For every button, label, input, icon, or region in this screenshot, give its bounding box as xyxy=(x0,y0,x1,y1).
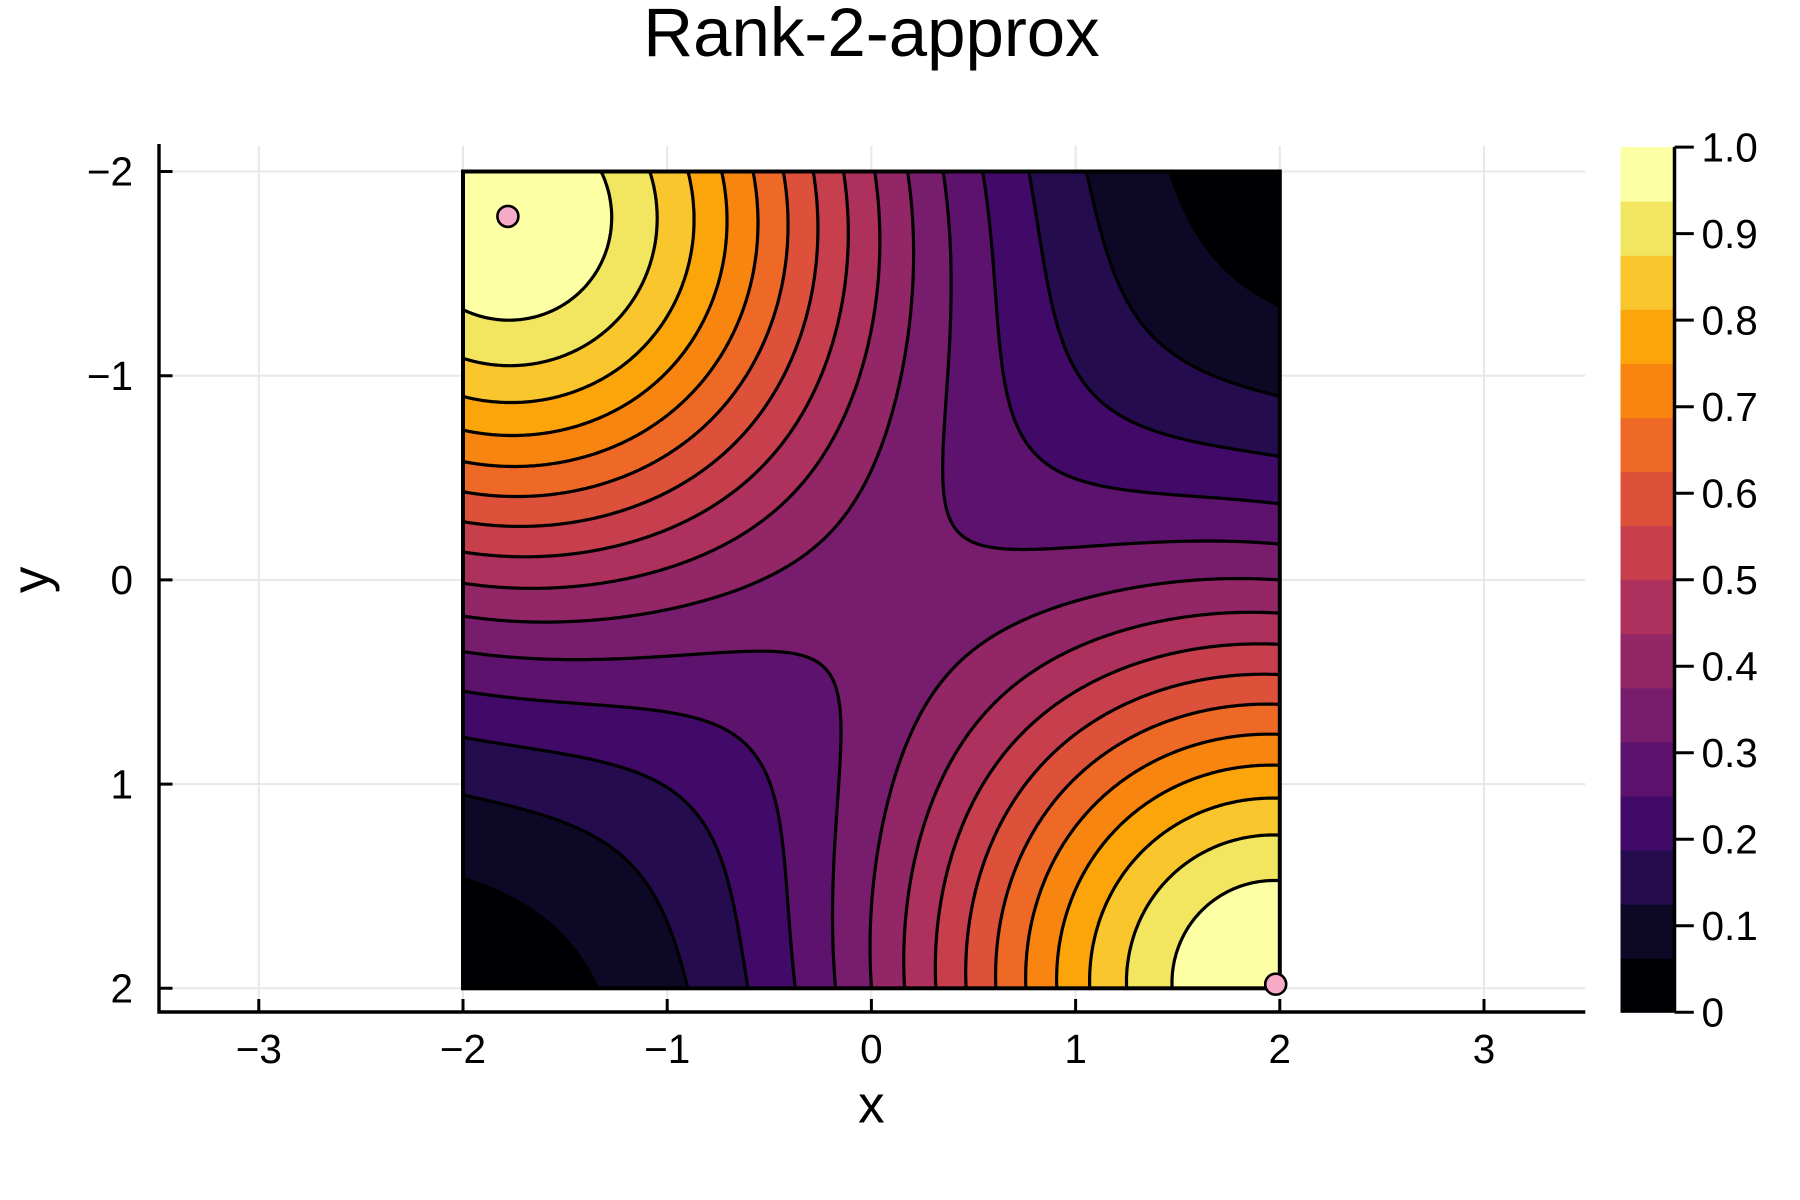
svg-text:1: 1 xyxy=(1064,1026,1087,1072)
svg-text:3: 3 xyxy=(1473,1026,1496,1072)
svg-text:x: x xyxy=(858,1076,885,1135)
svg-text:−1: −1 xyxy=(87,353,133,399)
svg-text:0.5: 0.5 xyxy=(1702,557,1758,603)
svg-text:−3: −3 xyxy=(236,1026,282,1072)
svg-text:0: 0 xyxy=(860,1026,883,1072)
svg-text:0.1: 0.1 xyxy=(1702,903,1758,949)
svg-text:2: 2 xyxy=(1269,1026,1292,1072)
svg-text:Rank-2-approx: Rank-2-approx xyxy=(643,0,1099,71)
svg-text:0.8: 0.8 xyxy=(1702,297,1758,343)
svg-text:0.3: 0.3 xyxy=(1702,730,1758,776)
svg-text:2: 2 xyxy=(110,966,133,1012)
svg-text:0.4: 0.4 xyxy=(1702,643,1758,689)
svg-text:0.2: 0.2 xyxy=(1702,817,1758,863)
svg-text:1.0: 1.0 xyxy=(1702,124,1758,170)
svg-text:−1: −1 xyxy=(644,1026,690,1072)
svg-text:0.9: 0.9 xyxy=(1702,211,1758,257)
svg-text:y: y xyxy=(2,566,61,593)
svg-text:−2: −2 xyxy=(87,149,133,195)
svg-text:0.6: 0.6 xyxy=(1702,470,1758,516)
svg-text:−2: −2 xyxy=(440,1026,486,1072)
svg-text:0.7: 0.7 xyxy=(1702,384,1758,430)
svg-text:0: 0 xyxy=(110,557,133,603)
svg-text:0: 0 xyxy=(1702,990,1725,1036)
svg-text:1: 1 xyxy=(110,761,133,807)
